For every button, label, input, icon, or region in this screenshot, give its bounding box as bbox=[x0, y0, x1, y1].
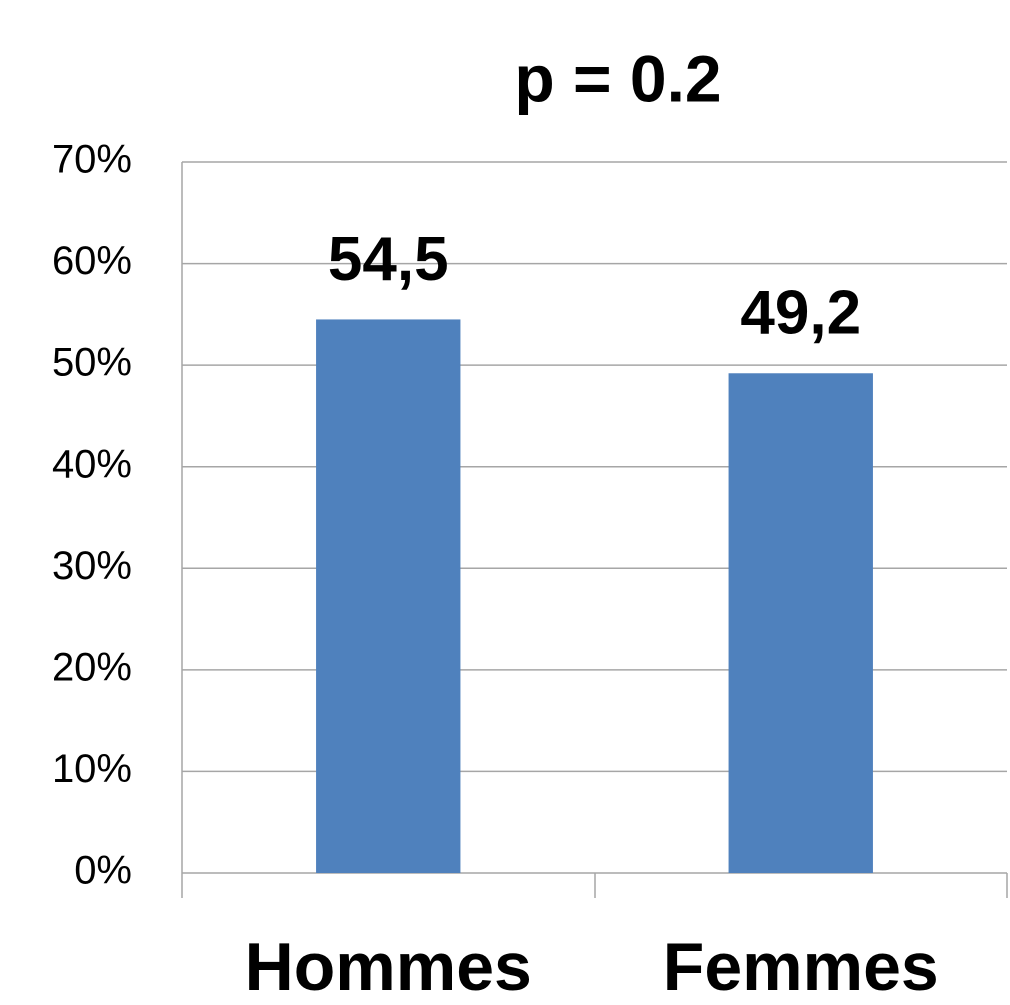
y-tick-label: 20% bbox=[52, 645, 132, 689]
y-tick-label: 0% bbox=[74, 849, 132, 893]
bar bbox=[728, 373, 873, 873]
value-label: 54,5 bbox=[328, 225, 449, 294]
x-tick-label: Femmes bbox=[663, 929, 939, 1005]
bar bbox=[316, 319, 461, 874]
y-tick-label: 10% bbox=[52, 747, 132, 791]
value-label: 49,2 bbox=[740, 279, 861, 348]
y-tick-label: 50% bbox=[52, 341, 132, 385]
y-tick-label: 60% bbox=[52, 239, 132, 283]
x-tick-label: Hommes bbox=[245, 929, 532, 1005]
annotation: p = 0.2 bbox=[514, 41, 721, 115]
y-tick-label: 70% bbox=[52, 138, 132, 182]
y-tick-label: 40% bbox=[52, 442, 132, 486]
y-tick-label: 30% bbox=[52, 544, 132, 588]
